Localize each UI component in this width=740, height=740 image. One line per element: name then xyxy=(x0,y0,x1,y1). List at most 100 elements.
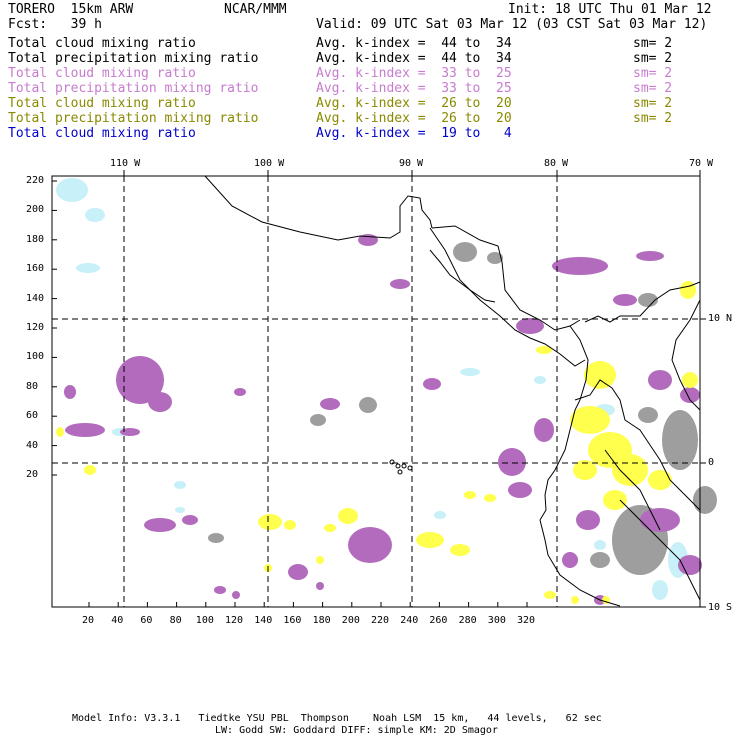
cloud-blob-yellow xyxy=(571,596,579,604)
cloud-blob-yellow xyxy=(584,361,616,389)
cloud-blob-purple xyxy=(516,318,544,334)
cloud-blob-gray xyxy=(453,242,477,262)
legend-smoothing: sm= 2 xyxy=(633,81,673,96)
coastline xyxy=(671,299,701,411)
lon-label-90w: 90 W xyxy=(399,158,424,169)
legend-field-name: Total precipitation mixing ratio xyxy=(8,81,259,96)
cloud-blob-purple xyxy=(562,552,578,568)
x-tick-label: 80 xyxy=(169,615,182,626)
cloud-blob-purple xyxy=(534,418,554,442)
legend-smoothing: sm= 2 xyxy=(633,111,673,126)
cloud-blob-yellow xyxy=(316,556,324,564)
y-tick-label: 220 xyxy=(26,175,45,186)
legend-k-index: Avg. k-index = 26 to 20 xyxy=(316,96,512,111)
cloud-blob-yellow xyxy=(573,460,597,480)
legend-field-name: Total cloud mixing ratio xyxy=(8,36,196,51)
coastline xyxy=(539,519,621,607)
map-frame xyxy=(51,175,701,608)
valid-time: Valid: 09 UTC Sat 03 Mar 12 (03 CST Sat … xyxy=(316,17,708,32)
cloud-blob-gray xyxy=(693,486,717,514)
x-tick-label: 40 xyxy=(111,615,124,626)
island xyxy=(401,463,407,469)
cloud-blob-purple xyxy=(498,448,526,476)
legend-k-index: Avg. k-index = 44 to 34 xyxy=(316,51,512,66)
coastline xyxy=(431,225,581,331)
cloud-blob-gray xyxy=(590,552,610,568)
cloud-blob-purple xyxy=(508,482,532,498)
cloud-blob-yellow xyxy=(570,406,610,434)
y-tick-label: 20 xyxy=(26,469,39,480)
cloud-blob-yellow xyxy=(603,490,627,510)
cloud-blob-yellow xyxy=(544,591,556,599)
cloud-blob-purple xyxy=(316,582,324,590)
island xyxy=(407,465,413,471)
cloud-blob-yellow xyxy=(536,346,552,354)
init-time: Init: 18 UTC Thu 01 Mar 12 xyxy=(508,2,712,17)
x-tick-label: 60 xyxy=(140,615,153,626)
legend-smoothing: sm= 2 xyxy=(633,36,673,51)
cloud-blob-purple xyxy=(232,591,240,599)
coastline xyxy=(539,325,589,521)
cloud-blob-yellow xyxy=(56,427,64,437)
cloud-blob-light xyxy=(460,368,480,376)
legend-field-name: Total precipitation mixing ratio xyxy=(8,51,259,66)
cloud-blob-purple xyxy=(182,515,198,525)
organization: NCAR/MMM xyxy=(224,2,287,17)
cloud-blob-purple xyxy=(148,392,172,412)
cloud-blob-purple xyxy=(613,294,637,306)
island xyxy=(395,463,401,469)
legend-field-name: Total cloud mixing ratio xyxy=(8,126,196,141)
cloud-blob-purple xyxy=(116,356,164,404)
cloud-blob-gray xyxy=(208,533,224,543)
x-tick-label: 140 xyxy=(254,615,273,626)
cloud-blob-light xyxy=(652,580,668,600)
x-tick-label: 100 xyxy=(195,615,214,626)
cloud-blob-yellow xyxy=(338,508,358,524)
cloud-blob-light xyxy=(175,507,185,513)
legend-k-index: Avg. k-index = 33 to 25 xyxy=(316,81,512,96)
y-tick-label: 60 xyxy=(26,410,39,422)
island xyxy=(389,459,395,465)
lon-label-110w: 110 W xyxy=(110,158,141,169)
cloud-blob-purple xyxy=(390,279,410,289)
x-tick-label: 200 xyxy=(341,615,360,626)
legend-smoothing: sm= 2 xyxy=(633,66,673,81)
cloud-blob-purple xyxy=(348,527,392,563)
cloud-blob-light xyxy=(85,208,105,222)
cloud-blob-yellow xyxy=(484,494,496,502)
cloud-blob-purple xyxy=(120,428,140,436)
y-tick-label: 40 xyxy=(26,439,39,451)
x-tick-label: 220 xyxy=(371,615,390,626)
cloud-blob-yellow xyxy=(612,454,648,486)
y-tick-label: 120 xyxy=(26,322,45,333)
coastline xyxy=(429,227,586,367)
cloud-blob-light xyxy=(594,540,606,550)
lon-label-80w: 80 W xyxy=(544,158,569,169)
x-tick-label: 180 xyxy=(312,615,331,626)
model-info: Model Info: V3.3.1 Tiedtke YSU PBL Thomp… xyxy=(72,713,602,724)
y-tick-label: 200 xyxy=(26,204,45,216)
legend-k-index: Avg. k-index = 26 to 20 xyxy=(316,111,512,126)
x-tick-label: 280 xyxy=(458,615,477,626)
cloud-blob-purple xyxy=(320,398,340,410)
cloud-blob-yellow xyxy=(648,470,672,490)
cloud-blob-yellow xyxy=(324,524,336,532)
x-tick-label: 120 xyxy=(225,615,244,626)
lat-label-10s: 10 S xyxy=(708,602,733,613)
lat-label-0: 0 xyxy=(708,457,715,468)
x-tick-label: 300 xyxy=(487,615,506,626)
coastline xyxy=(619,499,701,601)
cloud-blob-gray xyxy=(638,293,658,307)
cloud-blob-purple xyxy=(552,257,608,275)
legend-smoothing: sm= 2 xyxy=(633,51,673,66)
coastline xyxy=(429,249,496,303)
cloud-blob-gray xyxy=(310,414,326,426)
forecast-hour: Fcst: 39 h xyxy=(8,17,102,32)
legend-k-index: Avg. k-index = 19 to 4 xyxy=(316,126,512,141)
legend-k-index: Avg. k-index = 44 to 34 xyxy=(316,36,512,51)
coastline xyxy=(574,379,701,511)
legend-field-name: Total precipitation mixing ratio xyxy=(8,111,259,126)
cloud-blob-purple xyxy=(648,370,672,390)
cloud-blob-purple xyxy=(214,586,226,594)
cloud-blob-purple xyxy=(65,423,105,437)
